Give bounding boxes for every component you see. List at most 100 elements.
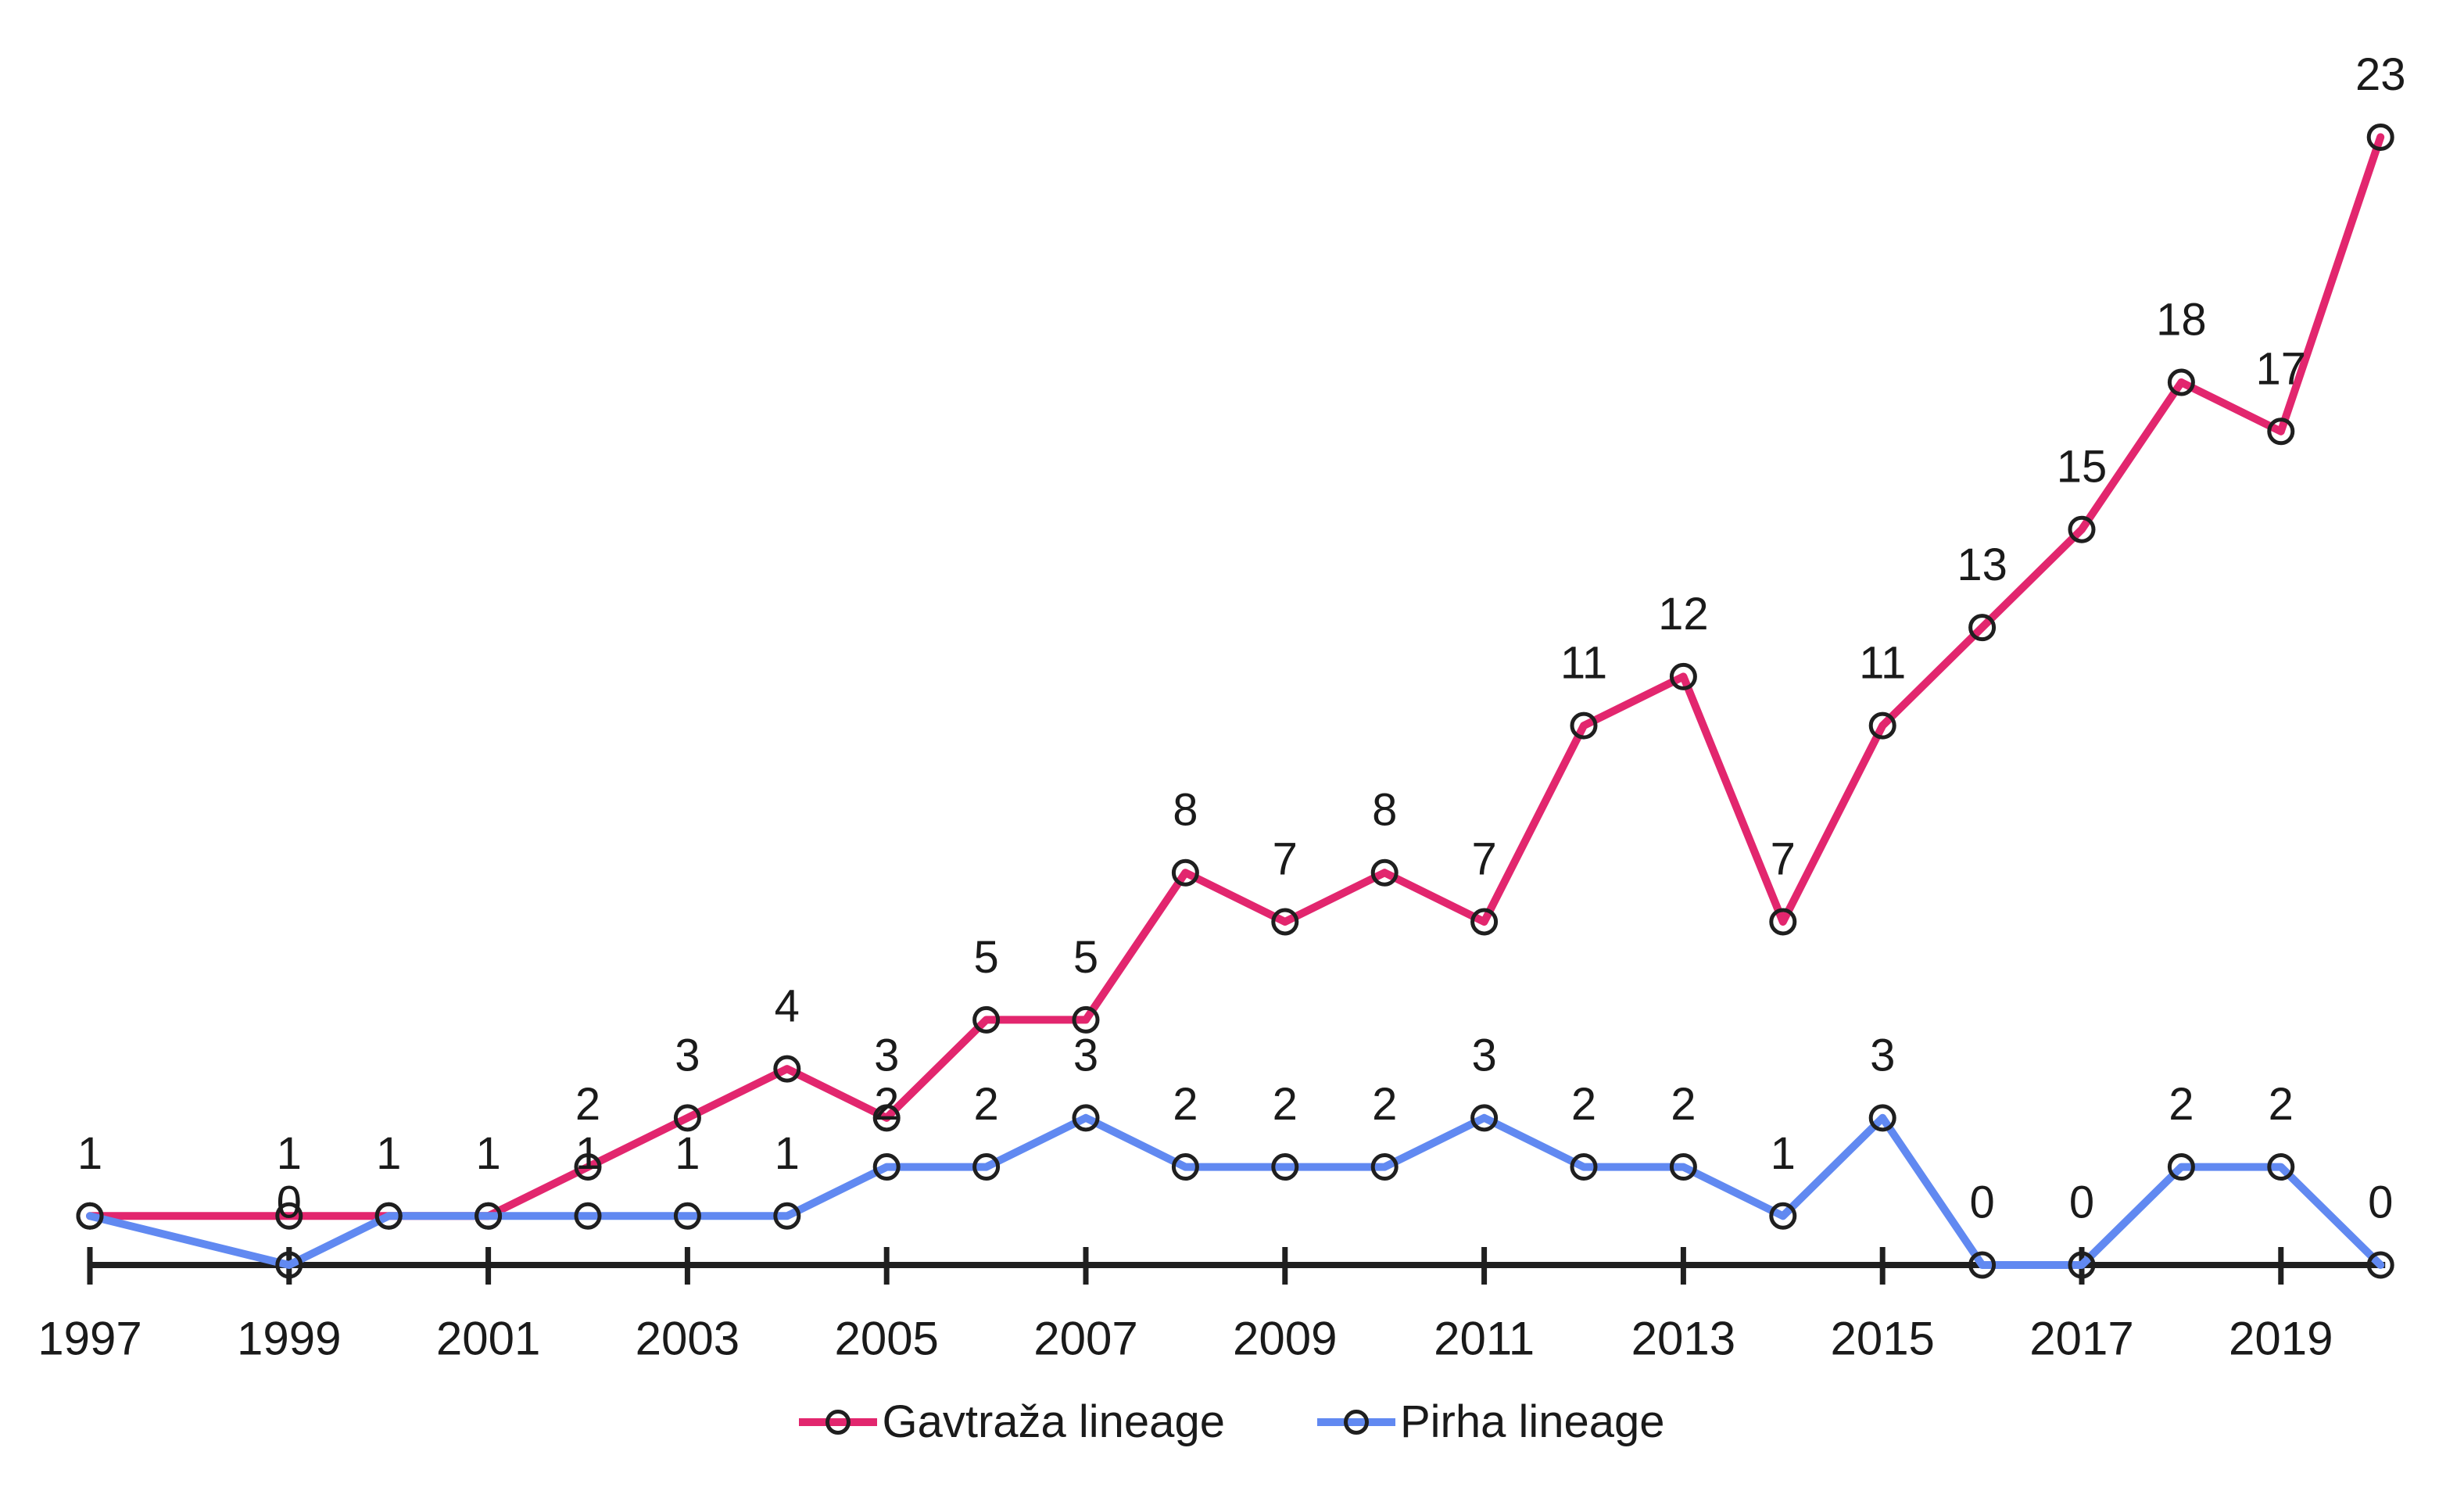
data-point-marker-pirha xyxy=(1769,1202,1797,1230)
data-point-marker-gavtraza xyxy=(872,1104,901,1132)
data-point-marker-pirha xyxy=(2366,1251,2394,1279)
x-axis-tick-label: 2015 xyxy=(1830,1313,1934,1365)
data-label-gavtraza: 13 xyxy=(1957,539,2007,590)
data-label-pirha: 2 xyxy=(1671,1079,1696,1130)
data-point-marker-pirha xyxy=(1868,1104,1896,1132)
data-label-pirha: 1 xyxy=(575,1128,600,1179)
data-label-pirha: 2 xyxy=(2269,1079,2294,1130)
data-label-pirha: 3 xyxy=(1870,1030,1895,1080)
x-axis-tick-label: 2013 xyxy=(1631,1313,1735,1365)
legend-swatch-pirha xyxy=(1316,1407,1395,1438)
data-label-gavtraza: 1 xyxy=(277,1128,302,1179)
data-point-marker-gavtraza xyxy=(1769,908,1797,936)
x-axis-tick-label: 2019 xyxy=(2229,1313,2333,1365)
x-axis-tick-label: 2007 xyxy=(1033,1313,1137,1365)
data-label-gavtraza: 1 xyxy=(475,1128,500,1179)
data-point-marker-pirha xyxy=(475,1202,503,1230)
data-label-gavtraza: 12 xyxy=(1658,589,1709,640)
data-label-gavtraza: 7 xyxy=(1273,833,1298,884)
data-label-pirha: 0 xyxy=(2069,1177,2094,1228)
data-point-marker-pirha xyxy=(972,1153,1001,1181)
data-label-gavtraza: 8 xyxy=(1173,785,1198,836)
data-point-marker-gavtraza xyxy=(972,1005,1001,1034)
data-label-gavtraza: 18 xyxy=(2156,295,2207,346)
data-point-marker-pirha xyxy=(1470,1104,1499,1132)
data-point-marker-pirha xyxy=(1370,1153,1399,1181)
data-point-marker-gavtraza xyxy=(1171,858,1199,887)
x-axis-tick-label: 1999 xyxy=(237,1313,341,1365)
data-point-marker-gavtraza xyxy=(2068,515,2096,543)
data-point-marker-gavtraza xyxy=(1570,711,1598,740)
data-label-pirha: 2 xyxy=(1273,1079,1298,1130)
data-point-marker-gavtraza xyxy=(1370,858,1399,887)
data-label-pirha: 0 xyxy=(277,1177,302,1228)
data-label-pirha: 1 xyxy=(1771,1128,1796,1179)
legend-item-pirha: Pirha lineage xyxy=(1316,1396,1665,1447)
x-axis-tick-label: 2003 xyxy=(636,1313,740,1365)
data-label-gavtraza: 5 xyxy=(1073,932,1098,983)
data-label-gavtraza: 8 xyxy=(1372,785,1397,836)
data-label-pirha: 2 xyxy=(874,1079,899,1130)
data-label-gavtraza: 4 xyxy=(775,981,800,1032)
x-axis-tick-label: 2005 xyxy=(834,1313,938,1365)
data-point-marker-gavtraza xyxy=(2167,368,2195,396)
data-point-marker-pirha xyxy=(1968,1251,1997,1279)
data-point-marker-gavtraza xyxy=(1072,1005,1100,1034)
legend-item-gavtraza: Gavtraža lineage xyxy=(799,1396,1225,1447)
data-point-marker-pirha xyxy=(673,1202,701,1230)
chart-legend: Gavtraža lineage Pirha lineage xyxy=(0,1399,2464,1445)
data-label-gavtraza: 7 xyxy=(1471,833,1496,884)
data-point-marker-pirha xyxy=(1669,1153,1697,1181)
data-label-pirha: 3 xyxy=(1073,1030,1098,1080)
legend-label-gavtraza: Gavtraža lineage xyxy=(882,1396,1225,1447)
data-point-marker-pirha xyxy=(773,1202,801,1230)
legend-label-pirha: Pirha lineage xyxy=(1399,1396,1665,1447)
data-label-pirha: 1 xyxy=(675,1128,700,1179)
data-point-marker-pirha xyxy=(374,1202,403,1230)
data-label-gavtraza: 3 xyxy=(675,1030,700,1080)
data-point-marker-gavtraza xyxy=(1968,614,1997,642)
data-point-marker-pirha xyxy=(2167,1153,2195,1181)
data-point-marker-pirha xyxy=(2068,1251,2096,1279)
data-point-marker-gavtraza xyxy=(2366,123,2394,151)
data-point-marker-gavtraza xyxy=(275,1202,303,1230)
legend-swatch-gavtraza xyxy=(799,1407,878,1438)
data-point-marker-gavtraza xyxy=(574,1153,602,1181)
data-point-marker-pirha xyxy=(872,1153,901,1181)
data-point-marker-gavtraza xyxy=(773,1055,801,1083)
data-label-pirha: 2 xyxy=(1571,1079,1596,1130)
data-point-marker-pirha xyxy=(1072,1104,1100,1132)
x-axis-tick-label: 2011 xyxy=(1434,1313,1535,1365)
x-axis-tick-label: 2017 xyxy=(2029,1313,2133,1365)
data-label-pirha: 3 xyxy=(1471,1030,1496,1080)
data-point-marker-gavtraza xyxy=(1669,662,1697,690)
data-label-gavtraza: 11 xyxy=(1859,638,1906,689)
data-label-pirha: 0 xyxy=(2368,1177,2393,1228)
data-point-marker-pirha xyxy=(76,1202,104,1230)
data-point-marker-pirha xyxy=(574,1202,602,1230)
series-line-gavtraza xyxy=(86,133,2385,1220)
data-point-marker-gavtraza xyxy=(673,1104,701,1132)
x-axis-tick-label: 2009 xyxy=(1233,1313,1337,1365)
data-point-marker-pirha xyxy=(1570,1153,1598,1181)
data-label-gavtraza: 11 xyxy=(1560,638,1607,689)
x-axis-tick-label: 1997 xyxy=(38,1313,141,1365)
data-label-gavtraza: 15 xyxy=(2057,442,2108,493)
data-label-gavtraza: 2 xyxy=(575,1079,600,1130)
data-label-pirha: 2 xyxy=(2169,1079,2194,1130)
data-point-marker-pirha xyxy=(1271,1153,1299,1181)
series-line-pirha xyxy=(86,1113,2385,1269)
data-point-marker-gavtraza xyxy=(1271,908,1299,936)
open-circle-icon xyxy=(826,1410,851,1435)
data-label-pirha: 2 xyxy=(1372,1079,1397,1130)
data-label-pirha: 2 xyxy=(1173,1079,1198,1130)
data-label-gavtraza: 3 xyxy=(874,1030,899,1080)
x-axis-tick-label: 2001 xyxy=(436,1313,540,1365)
data-point-marker-gavtraza xyxy=(1868,711,1896,740)
data-label-pirha: 0 xyxy=(1969,1177,1994,1228)
data-label-gavtraza: 23 xyxy=(2355,49,2406,100)
data-label-pirha: 1 xyxy=(775,1128,800,1179)
data-point-marker-pirha xyxy=(2267,1153,2295,1181)
